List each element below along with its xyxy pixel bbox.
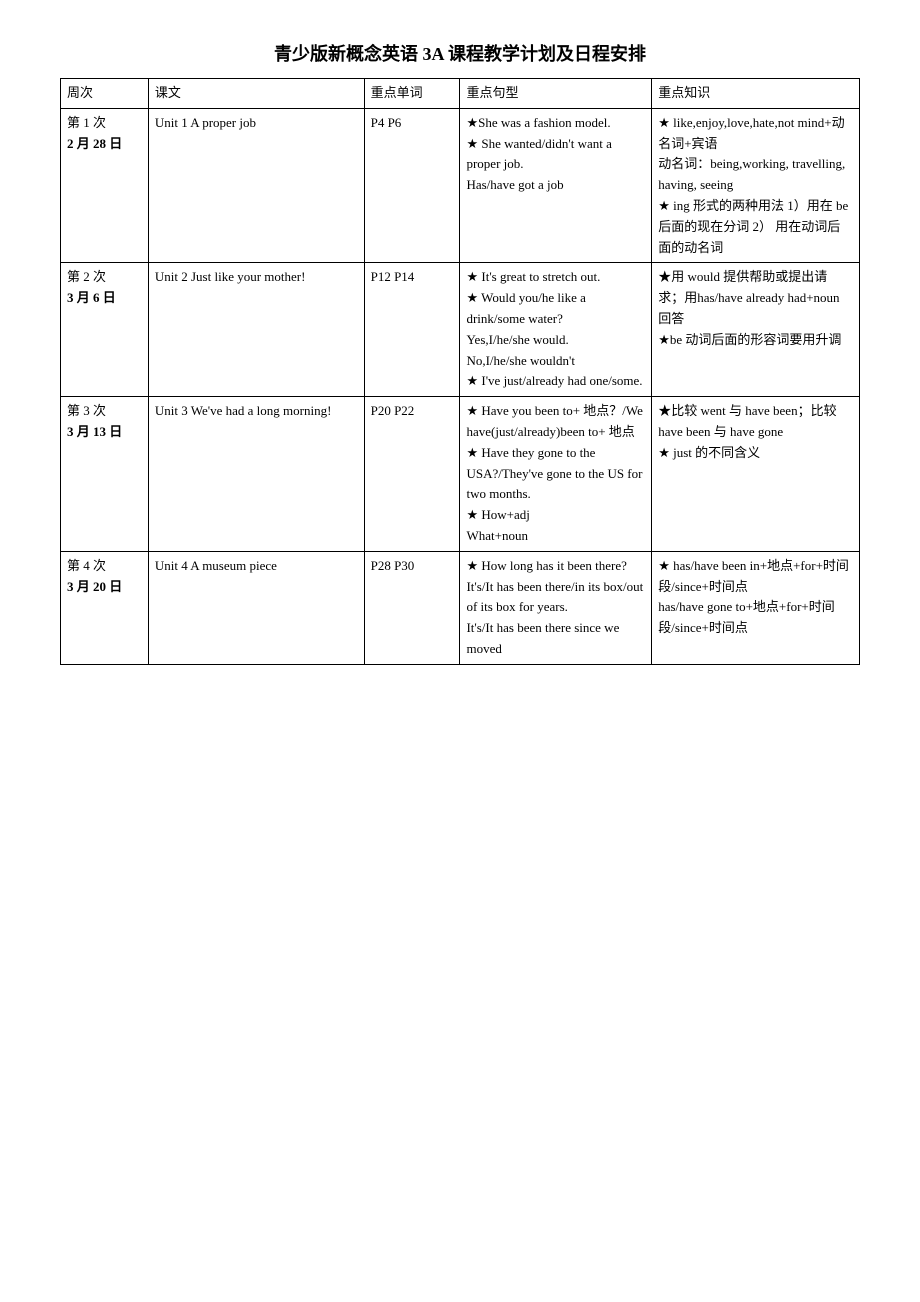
cell-sentence: ★She was a fashion model.★ She wanted/di… [460,108,652,263]
page-title: 青少版新概念英语 3A 课程教学计划及日程安排 [60,40,860,66]
header-text: 课文 [148,79,364,109]
schedule-table: 周次 课文 重点单词 重点句型 重点知识 第 1 次 2 月 28 日 Unit… [60,78,860,665]
header-sentence: 重点句型 [460,79,652,109]
cell-vocab: P4 P6 [364,108,460,263]
cell-week: 第 4 次 3 月 20 日 [61,551,149,664]
cell-sentence: ★ How long has it been there?It's/It has… [460,551,652,664]
cell-vocab: P20 P22 [364,397,460,552]
cell-knowledge: ★ has/have been in+地点+for+时间段/since+时间点h… [652,551,860,664]
cell-sentence: ★ Have you been to+ 地点？/We have(just/alr… [460,397,652,552]
cell-vocab: P28 P30 [364,551,460,664]
cell-week: 第 2 次 3 月 6 日 [61,263,149,397]
table-row: 第 3 次 3 月 13 日 Unit 3 We've had a long m… [61,397,860,552]
cell-text: Unit 3 We've had a long morning! [148,397,364,552]
cell-sentence: ★ It's great to stretch out.★ Would you/… [460,263,652,397]
week-date: 3 月 13 日 [67,424,122,439]
week-num: 第 3 次 [67,403,106,418]
week-date: 3 月 20 日 [67,579,122,594]
cell-knowledge: ★用 would 提供帮助或提出请求；用has/have already had… [652,263,860,397]
week-num: 第 1 次 [67,115,106,130]
cell-knowledge: ★ like,enjoy,love,hate,not mind+动名词+宾语动名… [652,108,860,263]
table-row: 第 4 次 3 月 20 日 Unit 4 A museum piece P28… [61,551,860,664]
cell-vocab: P12 P14 [364,263,460,397]
header-knowledge: 重点知识 [652,79,860,109]
header-vocab: 重点单词 [364,79,460,109]
week-num: 第 4 次 [67,558,106,573]
cell-week: 第 1 次 2 月 28 日 [61,108,149,263]
header-row: 周次 课文 重点单词 重点句型 重点知识 [61,79,860,109]
table-row: 第 2 次 3 月 6 日 Unit 2 Just like your moth… [61,263,860,397]
cell-text: Unit 1 A proper job [148,108,364,263]
week-date: 2 月 28 日 [67,136,122,151]
header-week: 周次 [61,79,149,109]
table-row: 第 1 次 2 月 28 日 Unit 1 A proper job P4 P6… [61,108,860,263]
cell-knowledge: ★比较 went 与 have been；比较 have been 与 have… [652,397,860,552]
cell-week: 第 3 次 3 月 13 日 [61,397,149,552]
cell-text: Unit 4 A museum piece [148,551,364,664]
cell-text: Unit 2 Just like your mother! [148,263,364,397]
week-date: 3 月 6 日 [67,290,116,305]
week-num: 第 2 次 [67,269,106,284]
